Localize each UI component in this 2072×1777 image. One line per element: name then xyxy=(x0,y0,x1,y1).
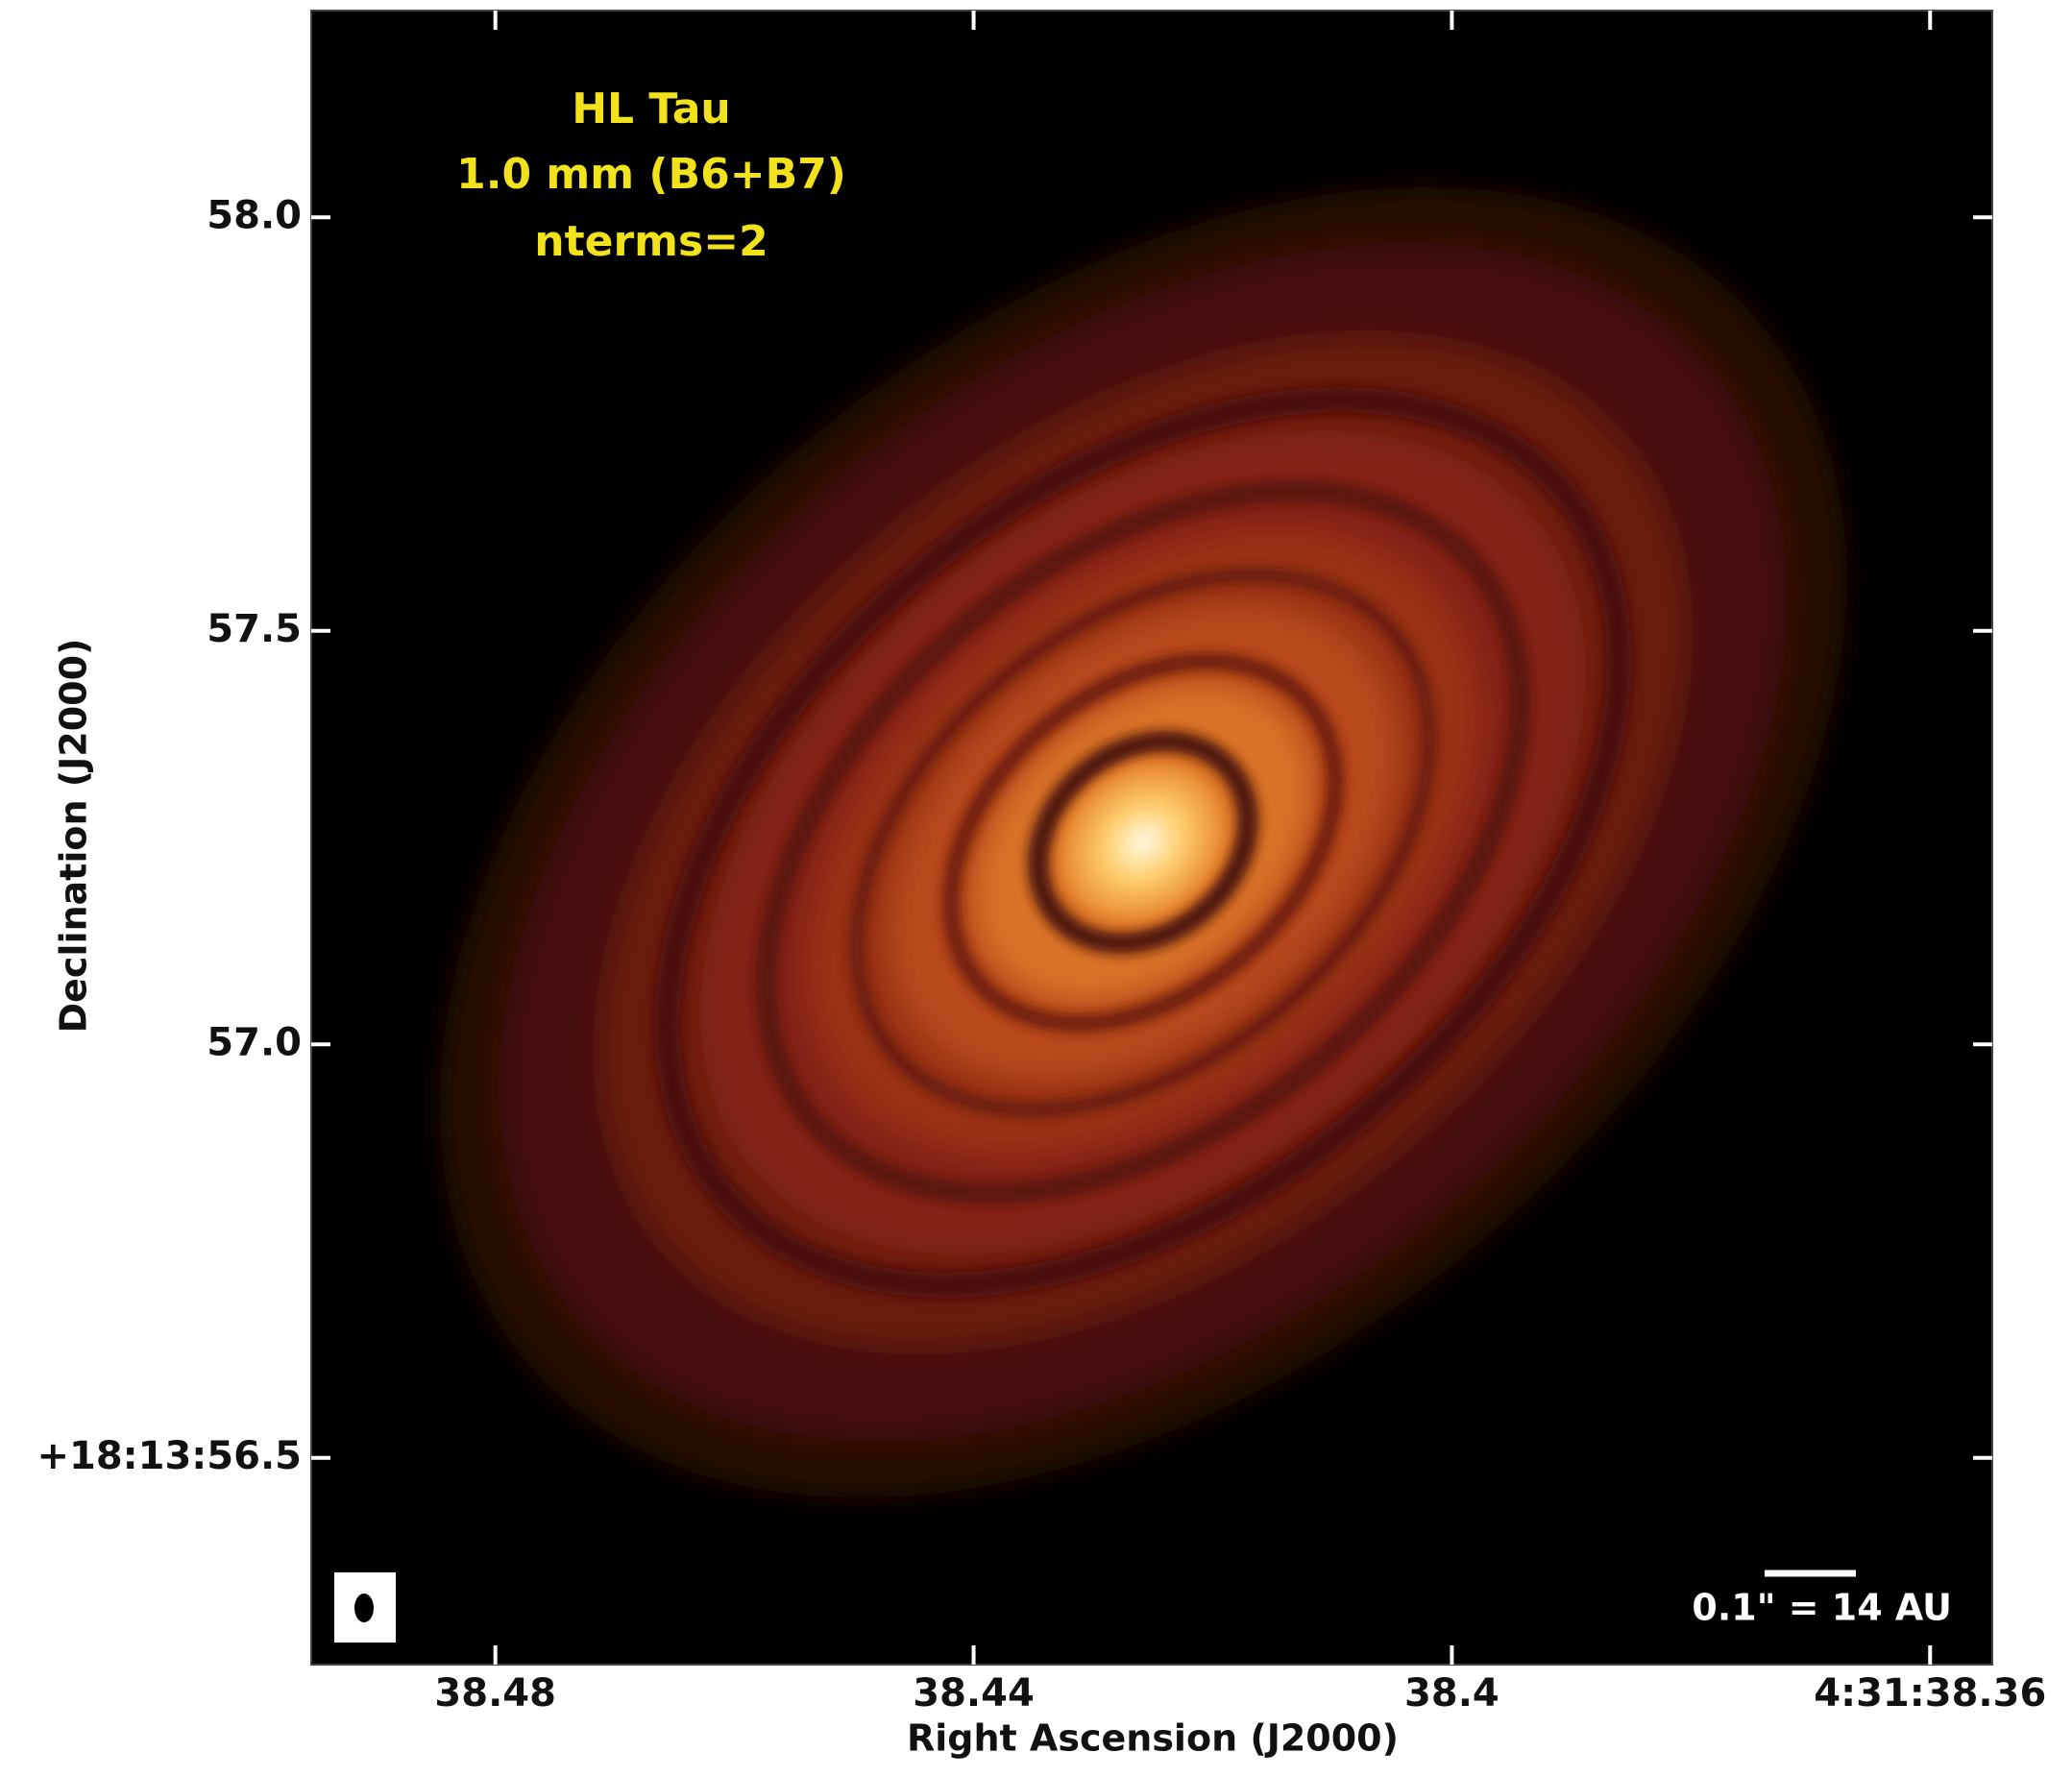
scale-bar-label: 0.1" = 14 AU xyxy=(1692,1587,1952,1629)
x-tick-label: 38.4 xyxy=(1404,1671,1499,1716)
annotation: nterms=2 xyxy=(534,217,768,266)
x-axis-label: Right Ascension (J2000) xyxy=(907,1717,1399,1760)
figure: 0.1" = 14 AU HL Tau 1.0 mm (B6+B7) nterm… xyxy=(0,0,2072,1777)
y-tick-label: +18:13:56.5 xyxy=(37,1434,302,1478)
x-tick-label: 38.48 xyxy=(434,1671,556,1716)
annotation: 1.0 mm (B6+B7) xyxy=(456,150,846,199)
y-axis-label: Declination (J2000) xyxy=(53,639,95,1034)
y-tick-label: 57.0 xyxy=(207,1020,302,1064)
beam-ellipse xyxy=(354,1594,374,1622)
y-tick-label: 57.5 xyxy=(207,607,302,651)
y-tick-label: 58.0 xyxy=(207,193,302,237)
annotation: HL Tau xyxy=(572,85,731,134)
x-tick-label: 4:31:38.36 xyxy=(1814,1671,2046,1716)
x-tick-label: 38.44 xyxy=(913,1671,1035,1716)
